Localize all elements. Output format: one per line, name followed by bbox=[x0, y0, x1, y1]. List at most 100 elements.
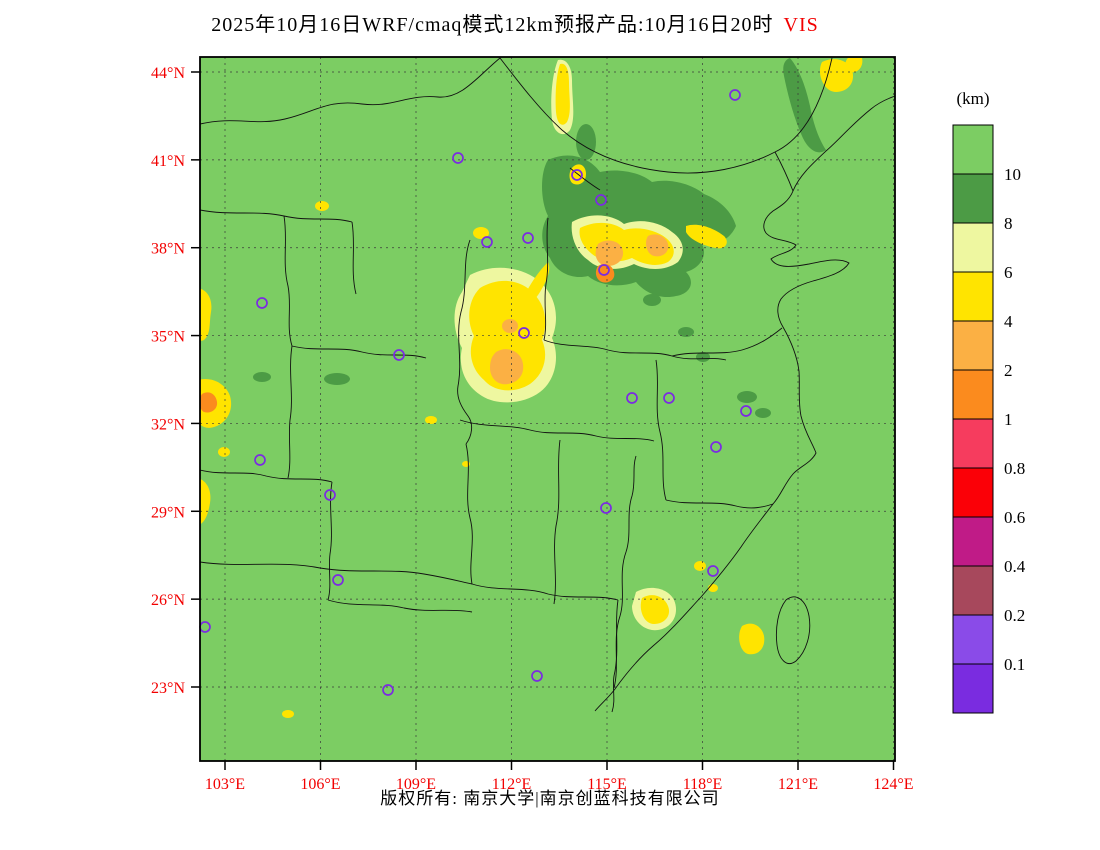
lat-label: 38°N bbox=[151, 241, 185, 258]
boundary-line bbox=[543, 339, 727, 361]
patch-darkgreen bbox=[737, 391, 757, 403]
patch-yellow bbox=[200, 288, 212, 341]
legend-swatch bbox=[952, 320, 994, 371]
lon-label: 115°E bbox=[587, 776, 627, 793]
lat-label: 29°N bbox=[151, 504, 185, 521]
patch-darkgreen bbox=[324, 373, 350, 385]
lon-label: 109°E bbox=[396, 776, 436, 793]
legend-tick-label: 4 bbox=[1004, 312, 1013, 331]
city-marker bbox=[571, 169, 583, 181]
legend-tick-label: 0.6 bbox=[1004, 508, 1025, 527]
boundary-line bbox=[671, 327, 783, 357]
patch-darkgreen bbox=[696, 352, 710, 362]
legend-swatch bbox=[952, 271, 994, 322]
city-marker bbox=[522, 232, 534, 244]
legend-swatch bbox=[952, 369, 994, 420]
city-marker bbox=[531, 670, 543, 682]
lat-label: 35°N bbox=[151, 329, 185, 346]
lon-label: 112°E bbox=[492, 776, 532, 793]
city-marker bbox=[710, 441, 722, 453]
boundary-line bbox=[499, 57, 833, 174]
city-marker bbox=[626, 392, 638, 404]
patch-yellow bbox=[315, 201, 329, 211]
patch-orange bbox=[502, 319, 518, 333]
legend-swatch bbox=[952, 418, 994, 469]
city-marker bbox=[600, 502, 612, 514]
legend-swatch bbox=[952, 516, 994, 567]
city-marker bbox=[256, 297, 268, 309]
legend-tick-label: 1 bbox=[1004, 410, 1013, 429]
city-markers bbox=[199, 89, 752, 696]
patch-darkgreen bbox=[783, 58, 826, 153]
patch-yellow bbox=[200, 478, 211, 525]
patch-yellow bbox=[218, 447, 230, 457]
legend-swatch bbox=[952, 565, 994, 616]
legend-tick-label: 2 bbox=[1004, 361, 1013, 380]
patch-yellow bbox=[425, 416, 437, 424]
patch-yellow bbox=[282, 710, 294, 718]
legend-swatch bbox=[952, 222, 994, 273]
colorbar-legend: 10 8 6 4 2 1 0.8 0.6 0.4 0.2 0.1 bbox=[952, 124, 1026, 714]
boundary-line bbox=[465, 443, 619, 601]
patch-darkgreen bbox=[576, 124, 596, 160]
patch-yellow bbox=[694, 561, 706, 571]
province-boundaries bbox=[200, 57, 895, 713]
patch-orange bbox=[490, 349, 524, 385]
lon-label: 121°E bbox=[778, 776, 818, 793]
copyright-footer: 版权所有: 南京大学|南京创蓝科技有限公司 bbox=[380, 789, 720, 808]
title-text: 2025年10月16日WRF/cmaq模式12km预报产品:10月16日20时 bbox=[211, 14, 774, 36]
city-marker bbox=[382, 684, 394, 696]
patch-darkgreen bbox=[643, 294, 661, 306]
boundary-line bbox=[200, 209, 427, 359]
patch-yellow bbox=[708, 584, 718, 592]
patch-orange bbox=[646, 234, 669, 257]
legend-tick-label: 0.8 bbox=[1004, 459, 1025, 478]
city-marker bbox=[393, 349, 405, 361]
legend-tick-label: 6 bbox=[1004, 263, 1013, 282]
boundary-line bbox=[569, 167, 601, 191]
patch-yellow bbox=[819, 59, 854, 92]
patch-yellow bbox=[686, 224, 727, 249]
patch-darkgreen bbox=[253, 372, 271, 382]
city-marker bbox=[729, 89, 741, 101]
city-marker bbox=[598, 264, 610, 276]
page-title: 2025年10月16日WRF/cmaq模式12km预报产品:10月16日20时 V… bbox=[0, 8, 1030, 37]
boundary-line bbox=[655, 359, 667, 501]
patch-darkgreen bbox=[755, 408, 771, 418]
legend-unit-label: (km) bbox=[956, 89, 989, 108]
boundary-line bbox=[774, 151, 794, 192]
city-marker bbox=[518, 327, 530, 339]
patch-yellow bbox=[845, 58, 863, 73]
legend-swatch bbox=[952, 467, 994, 518]
coastline bbox=[594, 95, 895, 712]
patch-yellow bbox=[555, 63, 570, 125]
patch-orange bbox=[200, 392, 218, 413]
boundary-line bbox=[613, 455, 637, 689]
patch-yellow bbox=[739, 623, 765, 655]
patch-yellow bbox=[462, 461, 470, 467]
patch-orange bbox=[595, 264, 615, 283]
city-marker bbox=[481, 236, 493, 248]
patch-yellow bbox=[522, 262, 550, 303]
boundary-line bbox=[543, 217, 549, 341]
city-marker bbox=[452, 152, 464, 164]
patch-yellow bbox=[473, 227, 489, 239]
city-marker bbox=[254, 454, 266, 466]
patch-darkgreen bbox=[678, 327, 694, 337]
legend-swatch bbox=[952, 663, 994, 714]
boundary-line bbox=[200, 57, 501, 125]
lon-label: 106°E bbox=[300, 776, 340, 793]
city-marker bbox=[663, 392, 675, 404]
legend-tick-label: 0.1 bbox=[1004, 655, 1025, 674]
legend-swatch bbox=[952, 173, 994, 224]
patch-yellow bbox=[640, 595, 670, 624]
lat-label: 26°N bbox=[151, 592, 185, 609]
legend-tick-label: 0.4 bbox=[1004, 557, 1026, 576]
patch-orange bbox=[595, 240, 624, 266]
lat-label: 44°N bbox=[151, 65, 185, 82]
lon-label: 124°E bbox=[873, 776, 913, 793]
boundary-line bbox=[200, 469, 473, 613]
boundary-line bbox=[553, 439, 619, 713]
